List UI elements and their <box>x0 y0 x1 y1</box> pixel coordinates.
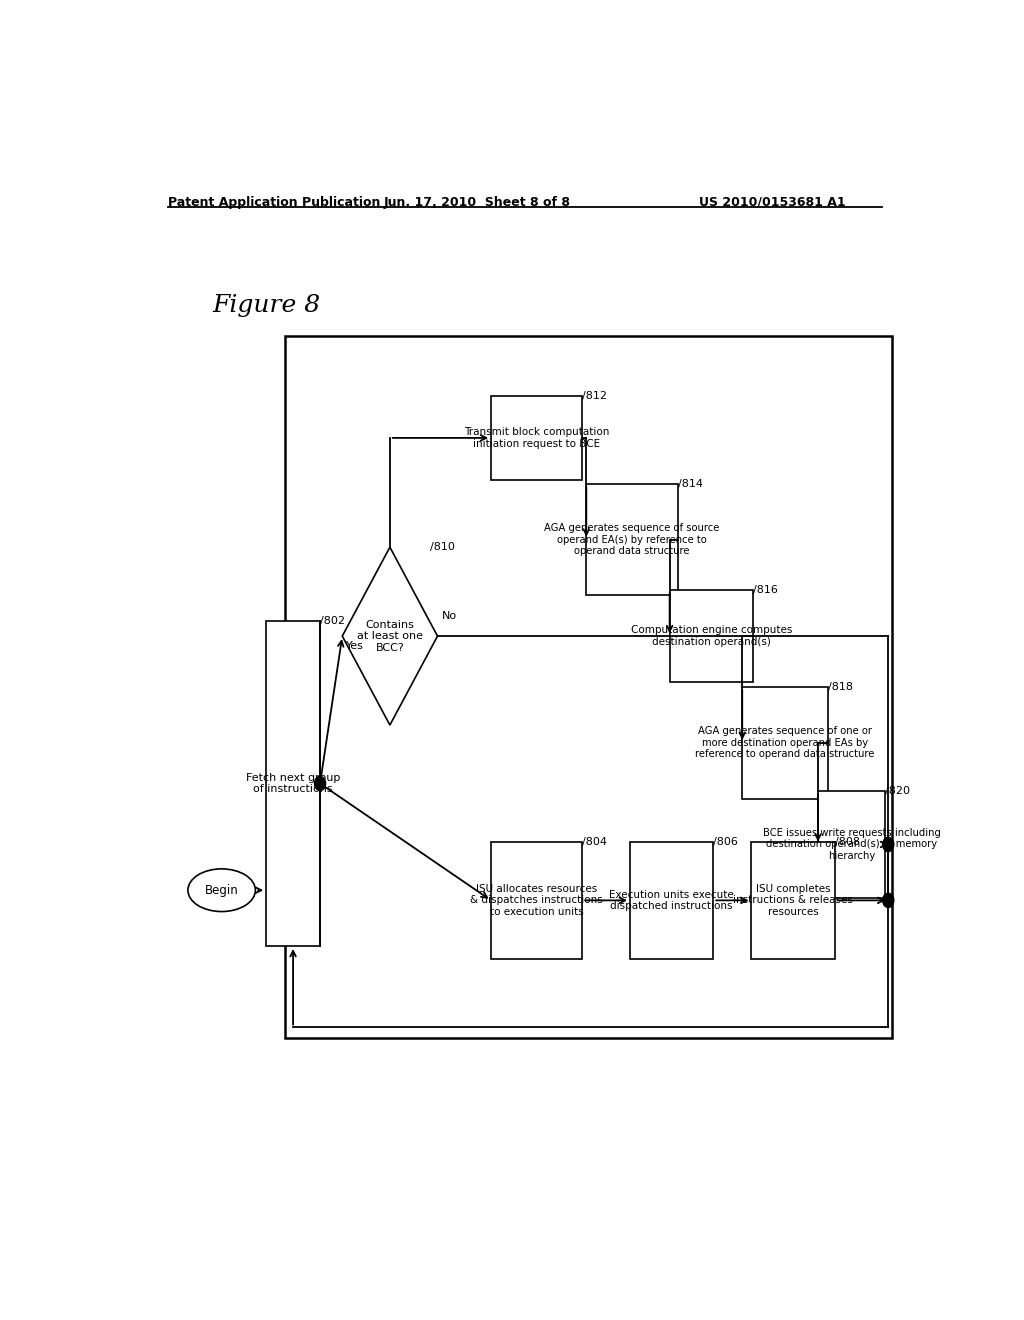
FancyBboxPatch shape <box>818 791 886 898</box>
FancyBboxPatch shape <box>285 337 892 1038</box>
Text: ISU completes
instructions & releases
resources: ISU completes instructions & releases re… <box>733 884 853 917</box>
Text: ISU allocates resources
& dispatches instructions
to execution units: ISU allocates resources & dispatches ins… <box>470 884 603 917</box>
Text: AGA generates sequence of source
operand EA(s) by reference to
operand data stru: AGA generates sequence of source operand… <box>544 523 720 556</box>
Text: /806: /806 <box>714 837 738 847</box>
Text: Execution units execute
dispatched instructions: Execution units execute dispatched instr… <box>609 890 734 911</box>
FancyBboxPatch shape <box>587 483 678 595</box>
Text: /810: /810 <box>430 543 455 552</box>
Text: /816: /816 <box>753 585 778 595</box>
Circle shape <box>883 894 894 907</box>
Text: AGA generates sequence of one or
more destination operand EAs by
reference to op: AGA generates sequence of one or more de… <box>695 726 874 759</box>
Text: Fetch next group
of instructions: Fetch next group of instructions <box>246 772 340 795</box>
Text: /812: /812 <box>583 391 607 401</box>
Polygon shape <box>342 548 437 725</box>
Text: /802: /802 <box>321 615 345 626</box>
Text: Transmit block computation
initiation request to BCE: Transmit block computation initiation re… <box>464 428 609 449</box>
Text: Jun. 17, 2010  Sheet 8 of 8: Jun. 17, 2010 Sheet 8 of 8 <box>384 195 570 209</box>
Text: Computation engine computes
destination operand(s): Computation engine computes destination … <box>631 626 792 647</box>
FancyBboxPatch shape <box>670 590 753 682</box>
Text: Figure 8: Figure 8 <box>213 294 321 317</box>
Ellipse shape <box>188 869 255 912</box>
Text: Contains
at least one
BCC?: Contains at least one BCC? <box>357 619 423 652</box>
Text: /818: /818 <box>828 682 853 692</box>
Text: US 2010/0153681 A1: US 2010/0153681 A1 <box>699 195 846 209</box>
Text: /820: /820 <box>886 785 910 796</box>
FancyBboxPatch shape <box>752 842 835 958</box>
FancyBboxPatch shape <box>630 842 714 958</box>
Text: Begin: Begin <box>205 883 239 896</box>
FancyBboxPatch shape <box>266 620 321 946</box>
Text: BCE issues write requests including
destination operand(s) to memory
hierarchy: BCE issues write requests including dest… <box>763 828 941 861</box>
FancyBboxPatch shape <box>492 396 583 479</box>
Circle shape <box>883 837 894 851</box>
Text: /814: /814 <box>678 479 702 488</box>
Text: /808: /808 <box>835 837 860 847</box>
Text: /804: /804 <box>583 837 607 847</box>
Text: Patent Application Publication: Patent Application Publication <box>168 195 380 209</box>
Text: Yes: Yes <box>346 642 365 651</box>
Text: No: No <box>441 611 457 620</box>
FancyBboxPatch shape <box>492 842 583 958</box>
FancyBboxPatch shape <box>742 686 828 799</box>
Circle shape <box>314 776 326 791</box>
